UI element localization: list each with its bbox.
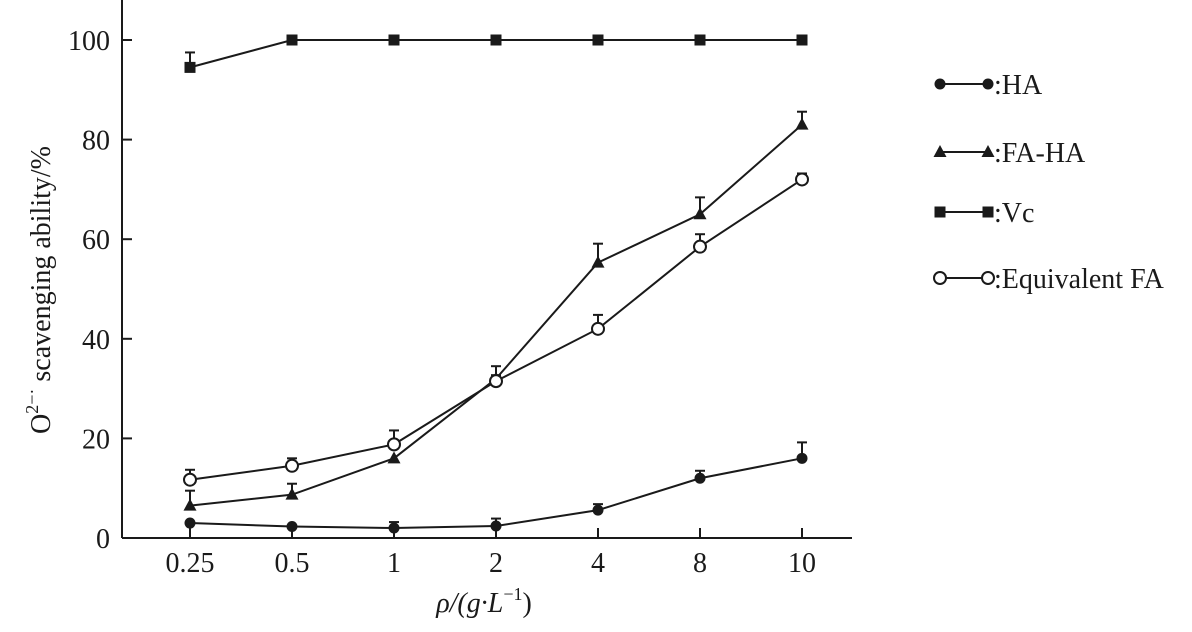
- data-point: [285, 487, 299, 500]
- data-point: [490, 34, 502, 46]
- legend-marker: [981, 271, 995, 285]
- legend-label: :HA: [994, 70, 1043, 101]
- data-point: [693, 239, 707, 254]
- data-point: [285, 458, 299, 473]
- data-point: [490, 520, 502, 532]
- data-point: [592, 504, 604, 516]
- x-ticks: 0.25 0.5 1 2 4 8 10: [166, 528, 816, 579]
- series-line: [189, 178, 803, 481]
- x-tick-label: 4: [591, 548, 605, 579]
- legend-marker: [934, 78, 946, 90]
- x-axis-label-tail: ): [522, 588, 531, 619]
- data-point: [388, 34, 400, 46]
- series-fa-ha: [183, 110, 809, 511]
- legend-label: :FA-HA: [994, 138, 1086, 169]
- y-tick-label: 40: [82, 325, 110, 356]
- data-point: [387, 451, 401, 464]
- legend-item: :FA-HA: [933, 138, 1086, 169]
- legend-item: :HA: [934, 70, 1043, 101]
- y-tick-label: 100: [68, 26, 110, 57]
- legend-marker: [934, 206, 946, 218]
- x-axis-label-sup: −1: [503, 584, 522, 604]
- legend-marker: [982, 78, 994, 90]
- series-vc: [184, 34, 808, 73]
- data-point: [795, 172, 809, 187]
- x-tick-label: 8: [693, 548, 707, 579]
- data-point: [795, 117, 809, 130]
- data-point: [183, 472, 197, 487]
- data-point: [694, 472, 706, 484]
- legend: :HA :FA-HA :Vc :Equivalent FA: [933, 70, 1165, 295]
- data-point: [694, 34, 706, 46]
- legend-marker: [933, 145, 947, 157]
- series-ha: [184, 441, 808, 534]
- x-tick-label: 2: [489, 548, 503, 579]
- legend-marker: [933, 271, 947, 285]
- data-point: [286, 521, 298, 533]
- data-point: [796, 34, 808, 46]
- legend-label: :Equivalent FA: [994, 264, 1165, 295]
- data-point: [592, 34, 604, 46]
- data-point: [286, 34, 298, 46]
- series-line: [189, 123, 803, 507]
- y-tick-label: 20: [82, 424, 110, 455]
- data-point: [184, 61, 196, 73]
- x-tick-label: 0.25: [166, 548, 215, 579]
- data-point: [796, 452, 808, 464]
- legend-label: :Vc: [994, 198, 1034, 229]
- series-equivalent-fa: [183, 172, 809, 487]
- y-tick-label: 80: [82, 126, 110, 157]
- y-ticks: 0 20 40 60 80 100: [68, 26, 132, 555]
- y-axis-label: O2−· scavenging ability/%: [22, 146, 57, 434]
- y-axis-label-sup: 2−·: [22, 389, 42, 414]
- x-tick-label: 1: [387, 548, 401, 579]
- data-point: [591, 255, 605, 268]
- data-point: [183, 498, 197, 511]
- data-point: [184, 517, 196, 529]
- y-tick-label: 0: [96, 524, 110, 555]
- y-axis-label-tail: scavenging ability/%: [26, 146, 57, 389]
- legend-item: :Vc: [934, 198, 1034, 229]
- legend-marker: [981, 145, 995, 157]
- legend-item: :Equivalent FA: [933, 264, 1165, 295]
- x-tick-label: 10: [788, 548, 816, 579]
- series-group: [183, 34, 809, 534]
- y-tick-label: 60: [82, 225, 110, 256]
- x-axis-label: ρ/(g·L−1): [435, 584, 532, 619]
- axes: [121, 0, 852, 539]
- legend-marker: [982, 206, 994, 218]
- data-point: [489, 374, 503, 389]
- x-tick-label: 0.5: [275, 548, 310, 579]
- data-point: [591, 321, 605, 336]
- data-point: [387, 437, 401, 452]
- data-point: [693, 207, 707, 220]
- data-point: [388, 522, 400, 534]
